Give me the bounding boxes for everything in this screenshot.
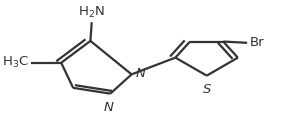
Text: S: S [203, 83, 211, 96]
Text: H$_3$C: H$_3$C [2, 55, 29, 70]
Text: N: N [136, 67, 145, 80]
Text: N: N [104, 101, 114, 114]
Text: Br: Br [250, 36, 264, 49]
Text: H$_2$N: H$_2$N [78, 5, 105, 20]
